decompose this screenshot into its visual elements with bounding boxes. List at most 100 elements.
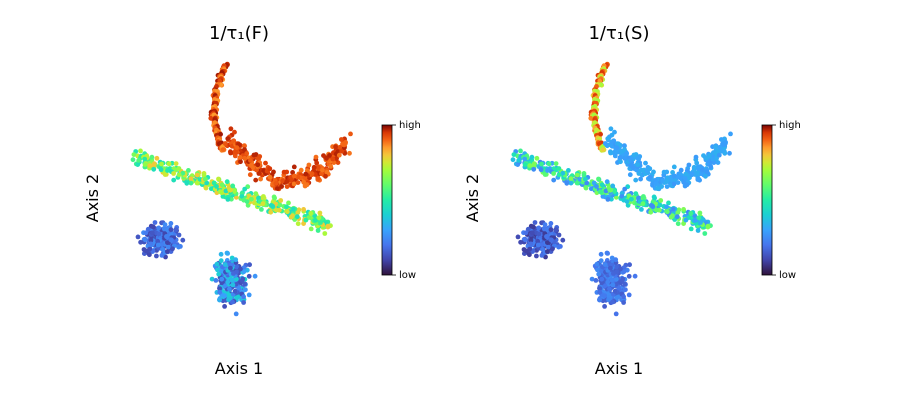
scatter-point xyxy=(278,198,284,203)
scatter-point xyxy=(635,162,641,168)
scatter-point xyxy=(313,154,319,160)
scatter-point xyxy=(528,237,534,243)
scatter-point xyxy=(595,267,600,273)
scatter-point xyxy=(277,202,283,208)
scatter-point xyxy=(171,171,177,176)
scatter-point xyxy=(173,227,179,233)
scatter-point xyxy=(194,180,200,186)
scatter-point xyxy=(203,176,208,182)
scatter-point xyxy=(670,170,675,175)
scatter-point xyxy=(708,164,714,169)
scatter-point xyxy=(194,172,200,178)
scatter-point xyxy=(291,164,297,170)
scatter-point xyxy=(727,150,732,156)
panel-1: 1/τ₁(F) Axis 1 Axis 2 high low xyxy=(83,23,421,378)
scatter-point xyxy=(545,240,550,246)
scatter-point xyxy=(695,176,701,182)
panel-2-title: 1/τ₁(S) xyxy=(588,23,649,44)
panel-2-colorbar-high-label: high xyxy=(779,120,801,131)
scatter-point xyxy=(527,163,533,168)
scatter-point xyxy=(161,226,167,232)
scatter-point xyxy=(168,221,174,226)
scatter-point xyxy=(664,209,670,215)
scatter-point xyxy=(613,311,619,317)
scatter-point xyxy=(224,179,230,185)
scatter-point xyxy=(640,201,646,207)
scatter-point xyxy=(173,161,179,167)
scatter-point xyxy=(589,276,595,282)
scatter-point xyxy=(308,226,314,232)
scatter-point xyxy=(284,209,290,215)
scatter-point xyxy=(613,257,619,263)
scatter-point xyxy=(270,203,276,209)
scatter-point xyxy=(611,189,617,194)
scatter-point xyxy=(317,210,323,216)
scatter-point xyxy=(641,194,646,199)
scatter-point xyxy=(696,215,702,221)
scatter-point xyxy=(188,180,194,186)
scatter-point xyxy=(204,180,210,186)
scatter-point xyxy=(710,156,716,162)
scatter-point xyxy=(602,304,607,309)
scatter-point xyxy=(614,295,619,301)
scatter-point xyxy=(208,186,214,192)
scatter-point xyxy=(301,179,307,185)
scatter-point xyxy=(290,170,295,175)
scatter-point xyxy=(628,163,634,168)
scatter-point xyxy=(242,155,248,161)
scatter-point xyxy=(608,149,613,155)
scatter-point xyxy=(242,186,248,192)
scatter-point xyxy=(694,160,700,166)
scatter-point xyxy=(339,137,344,142)
scatter-point xyxy=(692,217,698,223)
scatter-point xyxy=(599,182,605,188)
scatter-point xyxy=(246,292,252,298)
scatter-point xyxy=(154,253,159,259)
scatter-point xyxy=(566,168,571,173)
scatter-point xyxy=(681,179,687,185)
scatter-point xyxy=(197,177,203,182)
scatter-point xyxy=(721,142,727,148)
scatter-point xyxy=(614,269,619,275)
scatter-point xyxy=(619,194,625,199)
scatter-point xyxy=(333,144,338,150)
panel-2-colorbar: high low xyxy=(761,120,801,281)
scatter-point xyxy=(629,196,634,202)
scatter-point xyxy=(600,194,606,199)
scatter-point xyxy=(324,155,329,161)
scatter-point xyxy=(220,147,226,153)
scatter-point xyxy=(672,173,677,179)
scatter-point xyxy=(627,172,633,178)
scatter-point xyxy=(647,166,653,172)
scatter-point xyxy=(271,194,277,200)
scatter-point xyxy=(606,297,611,303)
scatter-point xyxy=(320,167,325,173)
scatter-point xyxy=(622,155,628,161)
scatter-point xyxy=(158,167,164,173)
scatter-point xyxy=(143,230,149,236)
scatter-point xyxy=(556,232,562,238)
scatter-point xyxy=(238,266,243,272)
scatter-point xyxy=(156,231,162,237)
scatter-point xyxy=(671,164,677,170)
scatter-point xyxy=(247,262,253,268)
scatter-point xyxy=(530,224,536,230)
scatter-point xyxy=(217,297,223,303)
scatter-point xyxy=(168,227,174,233)
scatter-point xyxy=(209,276,215,282)
scatter-point xyxy=(216,176,221,182)
scatter-point xyxy=(529,154,535,160)
scatter-point xyxy=(545,249,550,254)
scatter-point xyxy=(312,217,318,223)
scatter-point xyxy=(318,220,323,225)
scatter-point xyxy=(348,131,353,137)
scatter-point xyxy=(522,237,528,243)
scatter-point xyxy=(666,200,671,206)
scatter-point xyxy=(602,283,608,289)
scatter-point xyxy=(523,248,529,254)
scatter-point xyxy=(588,186,594,192)
panel-1-ylabel: Axis 2 xyxy=(83,174,102,222)
scatter-point xyxy=(675,221,681,227)
scatter-point xyxy=(664,204,669,210)
scatter-point xyxy=(218,251,224,257)
